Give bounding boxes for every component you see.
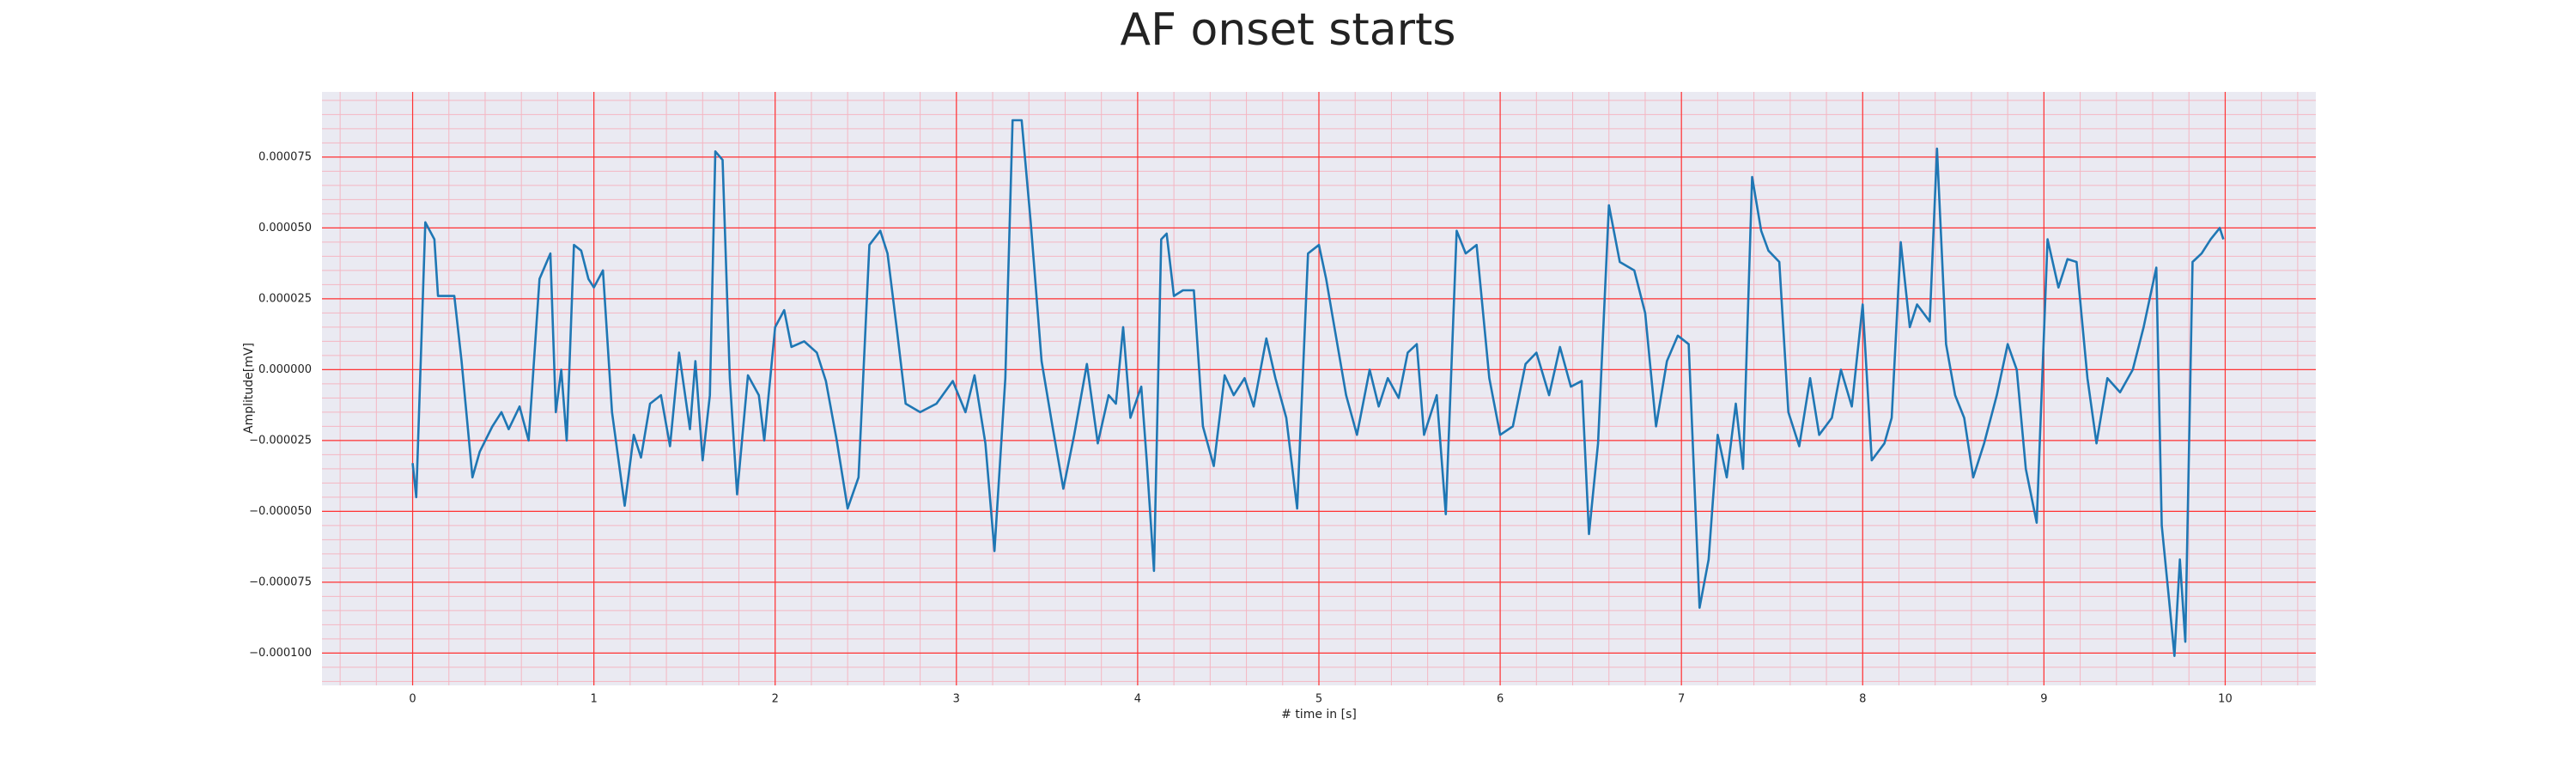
x-tick-label: 1 [590,693,597,706]
y-tick-label: −0.000050 [249,505,312,518]
x-tick-label: 5 [1315,693,1322,706]
x-tick-label: 7 [1678,693,1685,706]
x-tick-label: 8 [1859,693,1866,706]
y-tick-label: 0.000075 [258,150,312,163]
x-tick-label: 3 [953,693,960,706]
y-tick-label: 0.000050 [258,222,312,234]
y-tick-label: 0.000025 [258,292,312,305]
x-tick-label: 0 [409,693,416,706]
x-axis-label: # time in [s] [1281,708,1357,721]
y-tick-label: −0.000025 [249,434,312,447]
y-tick-label: −0.000075 [249,575,312,588]
y-axis-label: Amplitude[mV] [242,343,256,434]
x-tick-label: 9 [2040,693,2047,706]
signal-line [411,119,2225,657]
x-tick-label: 10 [2218,693,2233,706]
y-tick-label: −0.000100 [249,647,312,660]
x-tick-label: 4 [1134,693,1141,706]
x-tick-label: 6 [1497,693,1504,706]
y-tick-label: 0.000000 [258,363,312,376]
chart-title: AF onset starts [1121,4,1456,56]
x-tick-label: 2 [772,693,779,706]
